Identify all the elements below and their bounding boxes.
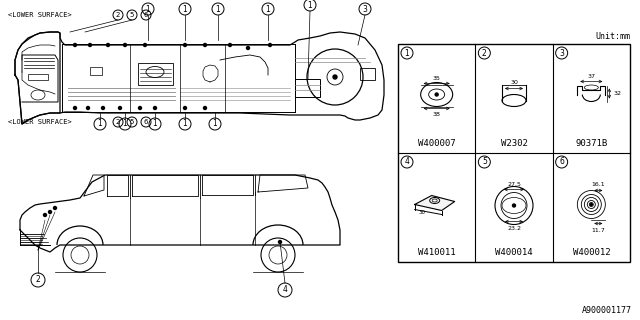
Text: 2: 2: [116, 119, 120, 125]
Circle shape: [204, 44, 207, 46]
Circle shape: [435, 93, 438, 96]
Text: W410011: W410011: [418, 248, 456, 257]
Circle shape: [184, 44, 186, 46]
Text: 4: 4: [283, 285, 287, 294]
Text: 35: 35: [433, 76, 440, 81]
Circle shape: [228, 44, 232, 46]
Text: 16.1: 16.1: [591, 182, 605, 188]
Text: 6: 6: [144, 12, 148, 18]
Circle shape: [124, 44, 127, 46]
Circle shape: [138, 107, 141, 109]
Text: 5: 5: [130, 119, 134, 125]
Circle shape: [184, 107, 186, 109]
Text: 5: 5: [482, 157, 487, 166]
Bar: [138, 63, 173, 85]
Text: 3: 3: [363, 4, 367, 13]
Circle shape: [590, 204, 593, 205]
Bar: [398, 44, 630, 262]
Text: <LOWER SURFACE>: <LOWER SURFACE>: [8, 119, 72, 125]
Text: 6: 6: [559, 157, 564, 166]
Circle shape: [86, 107, 90, 109]
Text: 1: 1: [182, 119, 188, 129]
Circle shape: [106, 44, 109, 46]
Text: 30: 30: [510, 81, 518, 85]
Text: <LOWER SURFACE>: <LOWER SURFACE>: [8, 12, 72, 18]
Text: 1: 1: [123, 119, 127, 129]
Text: 27.5: 27.5: [507, 181, 521, 187]
Text: 1: 1: [212, 119, 218, 129]
Polygon shape: [415, 196, 454, 211]
Text: 2: 2: [36, 276, 40, 284]
Circle shape: [204, 107, 207, 109]
Text: 1: 1: [216, 4, 220, 13]
Text: W400014: W400014: [495, 248, 533, 257]
Text: 23.2: 23.2: [507, 226, 521, 230]
Circle shape: [333, 75, 337, 79]
Circle shape: [44, 213, 47, 217]
Circle shape: [74, 107, 77, 109]
Text: 5: 5: [130, 12, 134, 18]
Circle shape: [118, 107, 122, 109]
Circle shape: [269, 44, 271, 46]
Text: 32: 32: [613, 91, 621, 96]
Text: W400007: W400007: [418, 139, 456, 148]
Text: W400012: W400012: [573, 248, 610, 257]
Circle shape: [49, 211, 51, 213]
Bar: [295, 79, 320, 97]
Text: 30: 30: [419, 211, 426, 215]
Text: 1: 1: [404, 49, 410, 58]
Circle shape: [88, 44, 92, 46]
Circle shape: [278, 241, 282, 244]
Circle shape: [102, 107, 104, 109]
Text: 38: 38: [433, 113, 440, 117]
Text: 11.7: 11.7: [591, 228, 605, 233]
Text: 6: 6: [144, 119, 148, 125]
Circle shape: [54, 206, 56, 210]
Text: 4: 4: [404, 157, 410, 166]
Bar: [28, 74, 48, 80]
Bar: [90, 67, 102, 75]
Text: W2302: W2302: [500, 139, 527, 148]
Text: 1: 1: [308, 1, 312, 10]
Text: 2: 2: [116, 12, 120, 18]
Text: 90371B: 90371B: [575, 139, 607, 148]
Text: 37: 37: [588, 74, 595, 78]
Circle shape: [513, 204, 515, 207]
Text: 1: 1: [266, 4, 270, 13]
Circle shape: [74, 44, 77, 46]
Text: 1: 1: [182, 4, 188, 13]
Circle shape: [143, 44, 147, 46]
Text: 1: 1: [152, 119, 157, 129]
Text: A900001177: A900001177: [582, 306, 632, 315]
Text: Unit:mm: Unit:mm: [595, 32, 630, 41]
Circle shape: [246, 46, 250, 50]
Text: 1: 1: [98, 119, 102, 129]
Text: 2: 2: [482, 49, 486, 58]
Text: 3: 3: [559, 49, 564, 58]
Text: 1: 1: [146, 4, 150, 13]
Bar: [360, 68, 375, 80]
Circle shape: [154, 107, 157, 109]
